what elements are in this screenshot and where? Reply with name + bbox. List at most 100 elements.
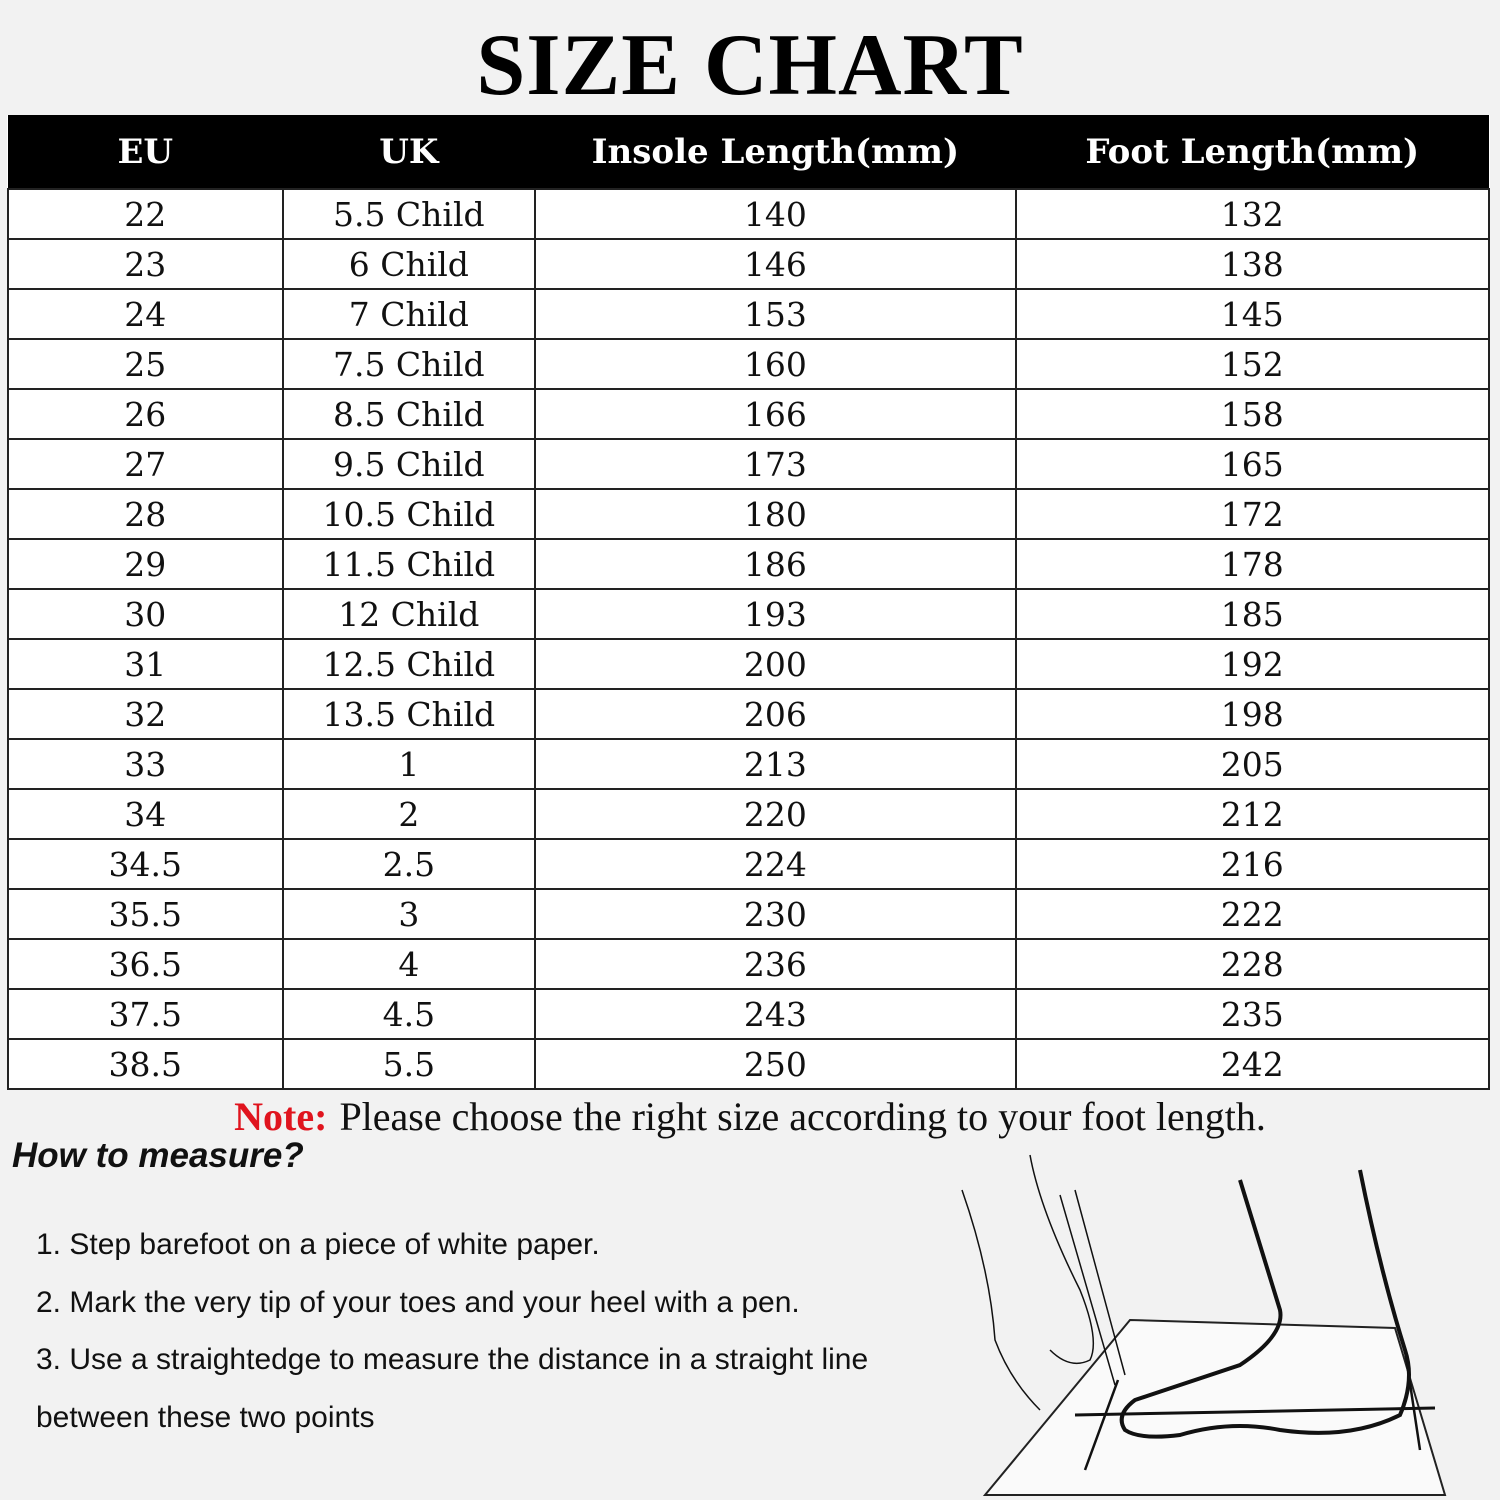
table-cell: 22 bbox=[7, 188, 284, 240]
table-cell: 6 Child bbox=[281, 238, 537, 290]
table-cell: 1 bbox=[281, 738, 537, 790]
table-cell: 146 bbox=[534, 238, 1017, 290]
table-cell: 222 bbox=[1014, 888, 1491, 940]
table-cell: 132 bbox=[1014, 188, 1491, 240]
table-row: 34 2 220 212 bbox=[7, 788, 1491, 840]
table-cell: 138 bbox=[1014, 238, 1491, 290]
table-cell: 178 bbox=[1014, 538, 1491, 590]
table-cell: 140 bbox=[534, 188, 1017, 240]
table-cell: 193 bbox=[534, 588, 1017, 640]
table-cell: 186 bbox=[534, 538, 1017, 590]
table-row: 38.5 5.5 250 242 bbox=[7, 1038, 1491, 1090]
table-cell: 230 bbox=[534, 888, 1017, 940]
table-cell: 28 bbox=[7, 488, 284, 540]
size-table: EU UK Insole Length(mm) Foot Length(mm) 22 5… bbox=[7, 115, 1491, 1090]
table-cell: 25 bbox=[7, 338, 284, 390]
table-cell: 36.5 bbox=[7, 938, 284, 990]
table-cell: 7.5 Child bbox=[281, 338, 537, 390]
table-cell: 250 bbox=[534, 1038, 1017, 1090]
table-cell: 166 bbox=[534, 388, 1017, 440]
table-cell: 242 bbox=[1014, 1038, 1491, 1090]
table-cell: 30 bbox=[7, 588, 284, 640]
table-cell: 5.5 bbox=[281, 1038, 537, 1090]
table-cell: 213 bbox=[534, 738, 1017, 790]
table-cell: 4.5 bbox=[281, 988, 537, 1040]
table-cell: 206 bbox=[534, 688, 1017, 740]
table-cell: 165 bbox=[1014, 438, 1491, 490]
table-row: 32 13.5 Child 206 198 bbox=[7, 688, 1491, 740]
table-cell: 212 bbox=[1014, 788, 1491, 840]
table-row: 34.5 2.5 224 216 bbox=[7, 838, 1491, 890]
table-cell: 26 bbox=[7, 388, 284, 440]
table-cell: 23 bbox=[7, 238, 284, 290]
step-1: 1. Step barefoot on a piece of white pap… bbox=[36, 1228, 600, 1261]
table-cell: 198 bbox=[1014, 688, 1491, 740]
table-cell: 35.5 bbox=[7, 888, 284, 940]
table-row: 23 6 Child 146 138 bbox=[7, 238, 1491, 290]
table-cell: 7 Child bbox=[281, 288, 537, 340]
table-cell: 173 bbox=[534, 438, 1017, 490]
table-cell: 243 bbox=[534, 988, 1017, 1040]
table-row: 33 1 213 205 bbox=[7, 738, 1491, 790]
table-cell: 224 bbox=[534, 838, 1017, 890]
table-cell: 172 bbox=[1014, 488, 1491, 540]
table-cell: 158 bbox=[1014, 388, 1491, 440]
table-cell: 10.5 Child bbox=[281, 488, 537, 540]
table-row: 27 9.5 Child 173 165 bbox=[7, 438, 1491, 490]
table-cell: 192 bbox=[1014, 638, 1491, 690]
table-cell: 38.5 bbox=[7, 1038, 284, 1090]
table-cell: 216 bbox=[1014, 838, 1491, 890]
table-cell: 27 bbox=[7, 438, 284, 490]
table-cell: 200 bbox=[534, 638, 1017, 690]
table-cell: 24 bbox=[7, 288, 284, 340]
table-cell: 29 bbox=[7, 538, 284, 590]
note-label: Note: bbox=[234, 1094, 328, 1139]
table-cell: 11.5 Child bbox=[281, 538, 537, 590]
table-cell: 33 bbox=[7, 738, 284, 790]
table-row: 26 8.5 Child 166 158 bbox=[7, 388, 1491, 440]
table-cell: 34 bbox=[7, 788, 284, 840]
table-cell: 153 bbox=[534, 288, 1017, 340]
table-cell: 160 bbox=[534, 338, 1017, 390]
table-cell: 4 bbox=[281, 938, 537, 990]
table-cell: 3 bbox=[281, 888, 537, 940]
table-row: 36.5 4 236 228 bbox=[7, 938, 1491, 990]
table-cell: 34.5 bbox=[7, 838, 284, 890]
table-cell: 236 bbox=[534, 938, 1017, 990]
table-row: 22 5.5 Child 140 132 bbox=[7, 188, 1491, 240]
table-cell: 12 Child bbox=[281, 588, 537, 640]
table-cell: 235 bbox=[1014, 988, 1491, 1040]
table-row: 28 10.5 Child 180 172 bbox=[7, 488, 1491, 540]
step-3-continued: between these two points bbox=[36, 1401, 375, 1434]
column-header: Foot Length(mm) bbox=[1015, 115, 1489, 189]
how-to-heading: How to measure? bbox=[12, 1136, 304, 1175]
table-cell: 205 bbox=[1014, 738, 1491, 790]
foot-measuring-illustration-icon bbox=[961, 1154, 1447, 1496]
table-row: 31 12.5 Child 200 192 bbox=[7, 638, 1491, 690]
table-row: 29 11.5 Child 186 178 bbox=[7, 538, 1491, 590]
note-text: Please choose the right size according t… bbox=[339, 1094, 1266, 1139]
column-header: Insole Length(mm) bbox=[535, 115, 1016, 189]
note: Note: Please choose the right size accord… bbox=[0, 1093, 1500, 1140]
table-cell: 185 bbox=[1014, 588, 1491, 640]
table-cell: 37.5 bbox=[7, 988, 284, 1040]
table-header-row: EU UK Insole Length(mm) Foot Length(mm) bbox=[8, 115, 1489, 189]
step-2: 2. Mark the very tip of your toes and yo… bbox=[36, 1286, 800, 1319]
table-cell: 2 bbox=[281, 788, 537, 840]
table-cell: 13.5 Child bbox=[281, 688, 537, 740]
table-cell: 180 bbox=[534, 488, 1017, 540]
table-cell: 5.5 Child bbox=[281, 188, 537, 240]
table-cell: 2.5 bbox=[281, 838, 537, 890]
column-header: UK bbox=[282, 115, 536, 189]
table-cell: 228 bbox=[1014, 938, 1491, 990]
table-row: 24 7 Child 153 145 bbox=[7, 288, 1491, 340]
table-cell: 32 bbox=[7, 688, 284, 740]
table-cell: 8.5 Child bbox=[281, 388, 537, 440]
table-cell: 220 bbox=[534, 788, 1017, 840]
table-cell: 31 bbox=[7, 638, 284, 690]
table-row: 37.5 4.5 243 235 bbox=[7, 988, 1491, 1040]
table-cell: 145 bbox=[1014, 288, 1491, 340]
step-3: 3. Use a straightedge to measure the dis… bbox=[36, 1343, 869, 1376]
table-cell: 9.5 Child bbox=[281, 438, 537, 490]
table-row: 25 7.5 Child 160 152 bbox=[7, 338, 1491, 390]
